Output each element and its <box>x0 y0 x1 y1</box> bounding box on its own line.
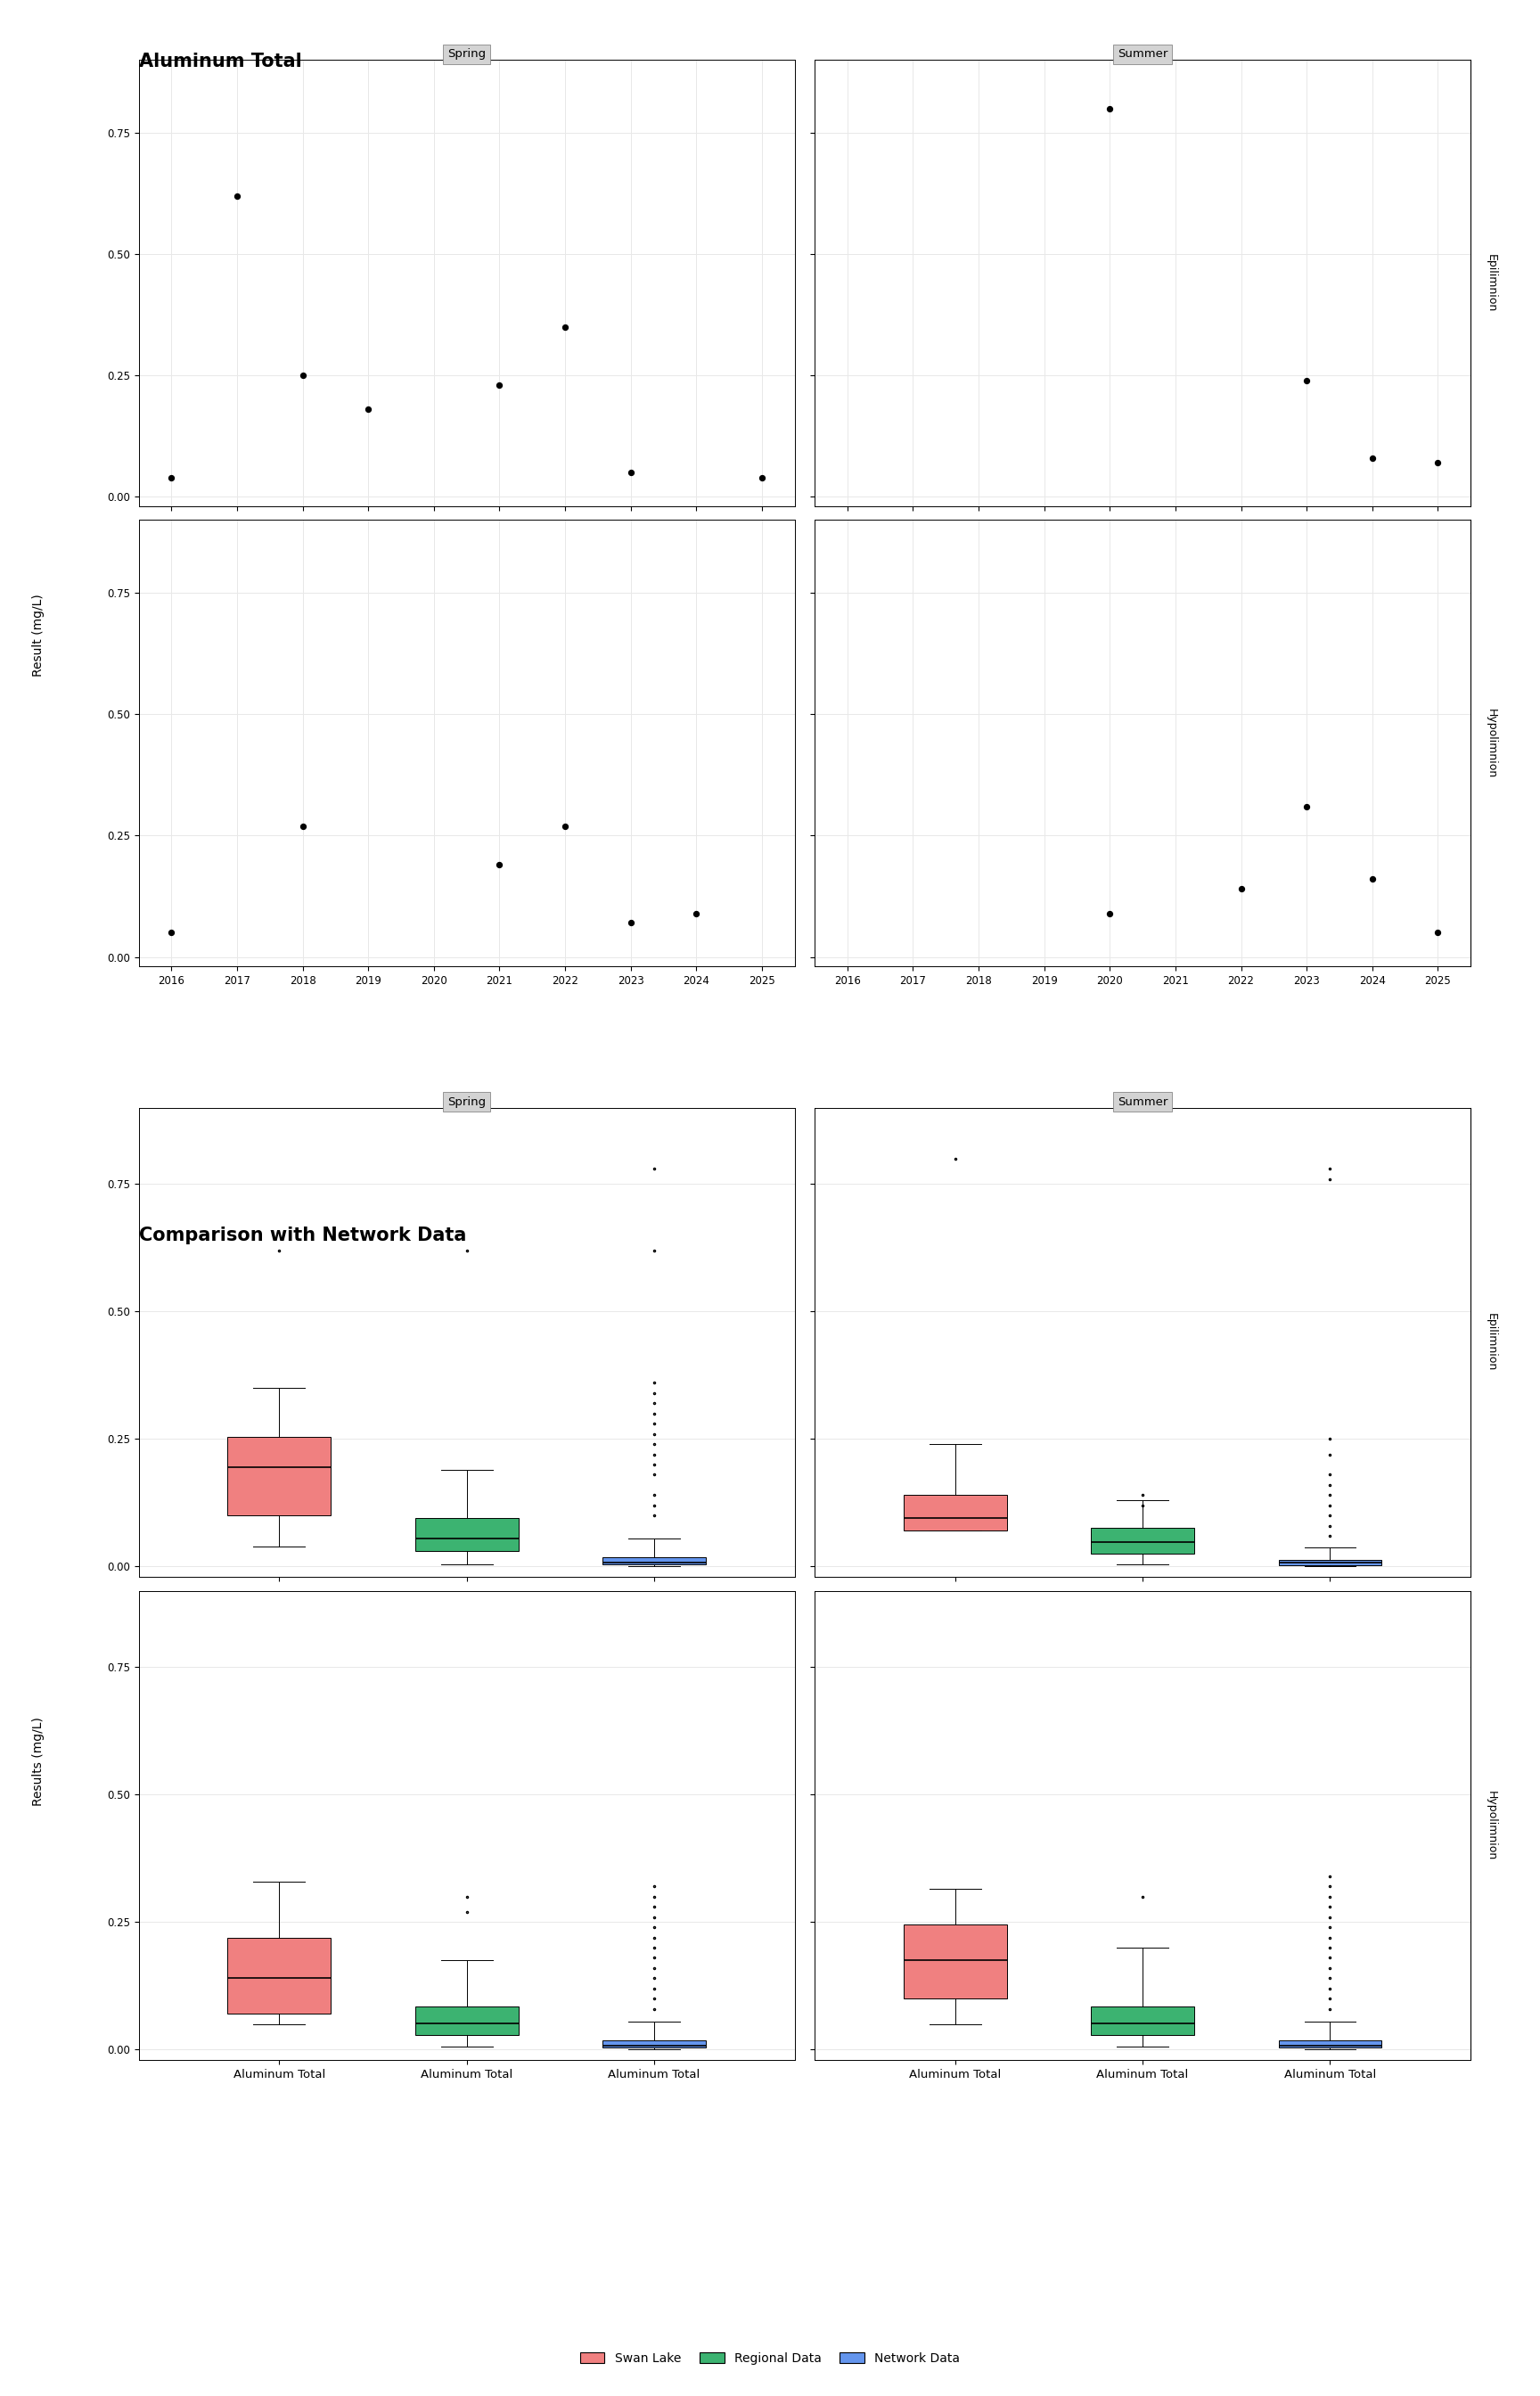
Point <box>1426 443 1451 482</box>
PathPatch shape <box>416 2005 519 2034</box>
Y-axis label: Epilimnion: Epilimnion <box>1486 1313 1497 1371</box>
Point <box>684 894 708 932</box>
Point <box>553 307 578 345</box>
Text: Comparison with Network Data: Comparison with Network Data <box>139 1227 467 1244</box>
PathPatch shape <box>1090 1529 1194 1553</box>
Title: Spring: Spring <box>448 1095 487 1107</box>
Title: Summer: Summer <box>1118 48 1167 60</box>
Legend: Swan Lake, Regional Data, Network Data: Swan Lake, Regional Data, Network Data <box>574 2346 966 2370</box>
PathPatch shape <box>1278 1560 1381 1565</box>
Point <box>487 846 511 884</box>
Title: Spring: Spring <box>448 48 487 60</box>
Y-axis label: Hypolimnion: Hypolimnion <box>1486 1790 1497 1859</box>
Point <box>356 391 380 429</box>
Text: Result (mg/L): Result (mg/L) <box>32 594 45 676</box>
PathPatch shape <box>602 2041 705 2049</box>
Point <box>619 903 644 942</box>
PathPatch shape <box>416 1519 519 1550</box>
Y-axis label: Hypolimnion: Hypolimnion <box>1486 709 1497 779</box>
Point <box>1360 438 1384 477</box>
Point <box>291 807 316 846</box>
Point <box>1098 89 1123 127</box>
Title: Summer: Summer <box>1118 1095 1167 1107</box>
PathPatch shape <box>1090 2005 1194 2034</box>
Y-axis label: Epilimnion: Epilimnion <box>1486 254 1497 311</box>
PathPatch shape <box>228 1438 331 1517</box>
Point <box>750 458 775 496</box>
PathPatch shape <box>602 1557 705 1565</box>
Point <box>1426 913 1451 951</box>
PathPatch shape <box>904 1924 1007 1998</box>
Text: Results (mg/L): Results (mg/L) <box>32 1716 45 1807</box>
Point <box>291 357 316 395</box>
Point <box>553 807 578 846</box>
Point <box>1229 870 1254 908</box>
Point <box>1294 788 1318 827</box>
Point <box>159 913 183 951</box>
PathPatch shape <box>228 1938 331 2015</box>
Point <box>619 453 644 491</box>
Point <box>1294 362 1318 400</box>
Point <box>225 177 249 216</box>
Point <box>159 458 183 496</box>
Text: Aluminum Total: Aluminum Total <box>139 53 302 69</box>
PathPatch shape <box>904 1495 1007 1531</box>
Point <box>487 367 511 405</box>
PathPatch shape <box>1278 2041 1381 2049</box>
Point <box>1098 894 1123 932</box>
Point <box>1360 860 1384 898</box>
